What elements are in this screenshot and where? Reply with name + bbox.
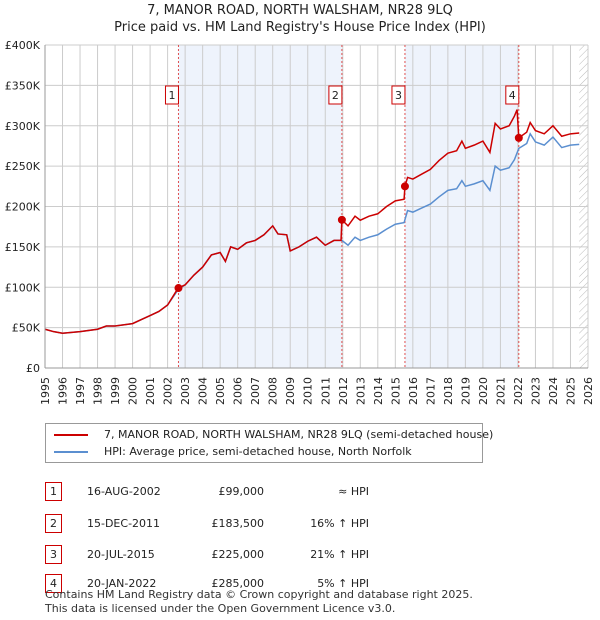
sale-price: £285,000	[211, 577, 265, 590]
legend-item-property: 7, MANOR ROAD, NORTH WALSHAM, NR28 9LQ (…	[54, 428, 493, 441]
table-row: 4 20-JAN-2022 £285,000 5% ↑ HPI	[0, 574, 600, 594]
y-tick-label: £150K	[5, 241, 41, 254]
x-tick-label: 2022	[512, 377, 525, 405]
chart-title: 7, MANOR ROAD, NORTH WALSHAM, NR28 9LQ	[147, 3, 453, 18]
x-tick-label: 2012	[337, 377, 350, 405]
hpi-comparison: 21% ↑ HPI	[310, 548, 369, 561]
x-tick-label: 2010	[302, 377, 315, 405]
x-tick-label: 1998	[92, 377, 105, 405]
sale-price: £225,000	[211, 548, 265, 561]
y-tick-label: £50K	[12, 322, 41, 335]
footer-licence: This data is licensed under the Open Gov…	[45, 602, 396, 615]
legend-swatch	[54, 450, 88, 453]
y-tick-label: £250K	[5, 160, 41, 173]
x-tick-label: 2002	[162, 377, 175, 405]
legend-swatch	[54, 433, 88, 436]
x-tick-label: 2006	[232, 377, 245, 405]
y-tick-label: £100K	[5, 281, 41, 294]
x-tick-label: 2021	[494, 377, 507, 405]
x-tick-label: 2014	[372, 377, 385, 405]
x-tick-label: 2015	[389, 377, 402, 405]
legend-item-hpi: HPI: Average price, semi-detached house,…	[54, 445, 412, 458]
sale-marker-label: 1	[168, 89, 175, 102]
sale-date: 20-JAN-2022	[87, 577, 157, 590]
x-tick-label: 2018	[442, 377, 455, 405]
sale-date: 20-JUL-2015	[87, 548, 155, 561]
footer-copyright: Contains HM Land Registry data © Crown c…	[45, 588, 473, 601]
sale-marker-label: 2	[332, 89, 339, 102]
hpi-comparison: 5% ↑ HPI	[317, 577, 369, 590]
legend-label: 7, MANOR ROAD, NORTH WALSHAM, NR28 9LQ (…	[104, 428, 494, 441]
sale-price: £183,500	[211, 517, 265, 530]
x-tick-label: 2009	[284, 377, 297, 405]
marker-badge: 4	[45, 574, 62, 593]
y-tick-label: £300K	[5, 120, 41, 133]
y-tick-label: £350K	[5, 79, 41, 92]
sale-marker-box	[164, 85, 179, 105]
sale-date: 15-DEC-2011	[87, 517, 161, 530]
x-tick-label: 2023	[529, 377, 542, 405]
y-tick-label: £400K	[5, 39, 41, 52]
x-tick-label: 2008	[267, 377, 280, 405]
x-tick-label: 2004	[197, 377, 210, 405]
hpi-comparison: 16% ↑ HPI	[310, 517, 369, 530]
x-tick-label: 2005	[214, 377, 227, 405]
legend: 7, MANOR ROAD, NORTH WALSHAM, NR28 9LQ (…	[45, 423, 493, 463]
sale-marker-box	[391, 85, 406, 105]
x-tick-label: 2019	[459, 377, 472, 405]
hpi-comparison: ≈ HPI	[338, 485, 369, 498]
property-line	[44, 109, 580, 335]
x-tick-label: 2017	[424, 377, 437, 405]
sale-marker-label: 4	[509, 89, 516, 102]
sale-point	[400, 182, 409, 191]
sale-marker-label: 3	[395, 89, 402, 102]
sale-point	[174, 284, 183, 293]
x-tick-label: 1995	[39, 377, 52, 405]
y-tick-label: £200K	[5, 201, 41, 214]
sale-price: £99,000	[218, 485, 265, 498]
x-tick-label: 2000	[127, 377, 140, 405]
x-tick-label: 2007	[249, 377, 262, 405]
table-row: 1 16-AUG-2002 £99,000 ≈ HPI	[0, 482, 600, 502]
table-row: 3 20-JUL-2015 £225,000 21% ↑ HPI	[0, 545, 600, 565]
price-chart: 1995 1996 1997 1998 1999 2000 2001 2002 2003 2004…	[5, 39, 595, 405]
marker-badge: 1	[45, 482, 62, 501]
x-tick-label: 2013	[354, 377, 367, 405]
x-tick-label: 2016	[407, 377, 420, 405]
x-tick-label: 2026	[582, 377, 595, 405]
marker-badge: 3	[45, 545, 62, 564]
legend-label: HPI: Average price, semi-detached house,…	[104, 445, 412, 458]
x-tick-label: 2003	[179, 377, 192, 405]
marker-badge: 2	[45, 514, 62, 533]
sale-point	[514, 133, 523, 142]
y-tick-label: £0	[26, 362, 40, 375]
x-tick-label: 2001	[144, 377, 157, 405]
x-tick-label: 2024	[547, 377, 560, 405]
table-row: 2 15-DEC-2011 £183,500 16% ↑ HPI	[0, 514, 600, 534]
x-tick-label: 2020	[477, 377, 490, 405]
sale-marker-box	[328, 85, 343, 105]
sale-marker-box	[505, 85, 520, 105]
x-tick-label: 1999	[109, 377, 122, 405]
sale-date: 16-AUG-2002	[87, 485, 161, 498]
x-tick-label: 2025	[564, 377, 577, 405]
chart-subtitle: Price paid vs. HM Land Registry's House …	[114, 20, 486, 35]
x-tick-label: 2011	[319, 377, 332, 405]
x-tick-label: 1997	[74, 377, 87, 405]
x-tick-label: 1996	[57, 377, 70, 405]
sale-point	[337, 215, 346, 224]
